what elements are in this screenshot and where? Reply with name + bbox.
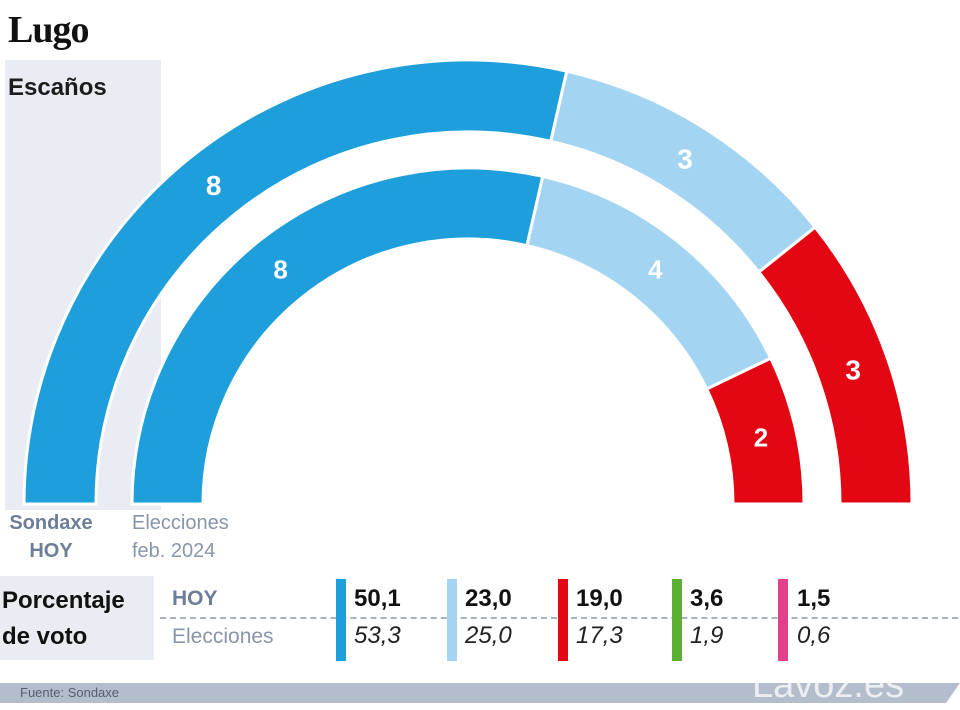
seats-label: Escaños [8, 74, 107, 101]
party-1-pct-elecciones: 53,3 [354, 622, 401, 649]
caption-sondaxe-hoy: Sondaxe HOY [4, 509, 98, 565]
brand-logo: Lavoz.es [752, 664, 905, 706]
percent-label-line2: de voto [2, 623, 88, 650]
footer-bar [0, 683, 960, 703]
percent-label: Porcentaje de voto [2, 583, 125, 655]
party-2-pct-elecciones: 25,0 [465, 622, 512, 649]
party-2-color-bar [447, 579, 457, 661]
party-4-color-bar [672, 579, 682, 661]
party-2-pct-hoy: 23,0 [465, 585, 512, 612]
seat-label-ring1-party3: 3 [845, 354, 861, 385]
party-1-pct-hoy: 50,1 [354, 585, 401, 612]
caption-elecciones-line1: Elecciones [132, 512, 229, 534]
caption-elecciones: Elecciones feb. 2024 [132, 509, 229, 565]
caption-elecciones-line2: feb. 2024 [132, 540, 216, 562]
seat-label-ring2-party1: 8 [273, 254, 287, 284]
source-note: Fuente: Sondaxe [20, 685, 120, 700]
party-5-pct-hoy: 1,5 [797, 585, 831, 612]
party-3-color-bar [558, 579, 568, 661]
party-5-color-bar [778, 579, 788, 661]
seat-hemicycle: 8 3 3 8 4 2 [22, 58, 914, 506]
chart-title: Lugo [8, 9, 89, 51]
percent-panel [0, 576, 154, 660]
party-3-pct-elecciones: 17,3 [576, 622, 623, 649]
caption-sondaxe-line1: Sondaxe [9, 512, 93, 534]
row-label-hoy: HOY [172, 587, 218, 610]
percent-label-line1: Porcentaje [2, 587, 125, 614]
party-4-pct-elecciones: 1,9 [690, 622, 724, 649]
seat-label-ring2-party3: 2 [754, 422, 768, 452]
party-5-pct-elecciones: 0,6 [797, 622, 831, 649]
row-label-elecciones: Elecciones [172, 625, 274, 648]
party-4-pct-hoy: 3,6 [690, 585, 724, 612]
party-1-color-bar [336, 579, 346, 661]
seat-label-ring1-party2: 3 [677, 144, 693, 175]
seat-arc-ring1-party3 [756, 225, 914, 506]
seat-label-ring1-party1: 8 [206, 170, 222, 201]
party-3-pct-hoy: 19,0 [576, 585, 623, 612]
caption-sondaxe-line2: HOY [29, 540, 73, 562]
seat-arc-ring2-party3 [704, 356, 806, 506]
seat-label-ring2-party2: 4 [648, 254, 663, 284]
